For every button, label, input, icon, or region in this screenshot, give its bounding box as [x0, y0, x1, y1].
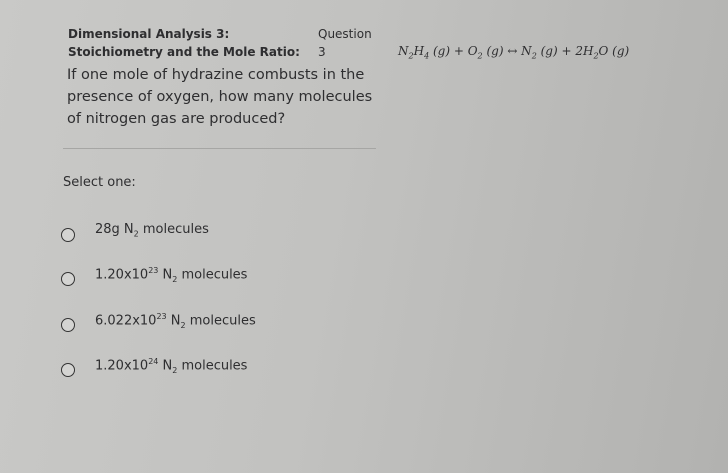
option-label[interactable]: 28g N2 molecules — [95, 222, 209, 239]
option-part: N — [158, 358, 173, 374]
option-part: N — [166, 313, 181, 329]
question-number: 3 — [318, 45, 326, 59]
option-part: molecules — [177, 358, 248, 374]
radio-button[interactable] — [61, 318, 75, 332]
question-label: Question — [318, 27, 372, 41]
subtitle: Stoichiometry and the Mole Ratio: — [68, 45, 300, 59]
option-part: molecules — [138, 222, 209, 237]
equation-part: (g) ↔ N — [482, 44, 532, 58]
equation: N2H4 (g) + O2 (g) ↔ N2 (g) + 2H2O (g) — [398, 44, 629, 60]
question-line: of nitrogen gas are produced? — [67, 111, 286, 127]
option-label[interactable]: 6.022x1023 N2 molecules — [95, 312, 256, 330]
option-part: 23 — [156, 312, 167, 321]
option-label[interactable]: 1.20x1024 N2 molecules — [95, 357, 247, 375]
option-part: 2 — [133, 229, 139, 239]
question-text: If one mole of hydrazine combusts in the… — [67, 64, 372, 130]
radio-button[interactable] — [61, 272, 75, 286]
option-part: 23 — [148, 266, 159, 275]
equation-part: N — [398, 44, 409, 58]
option-part: N — [158, 267, 173, 283]
equation-part: (g) + O — [429, 44, 478, 58]
option-part: 6.022x10 — [95, 313, 157, 329]
equation-part: 2 — [531, 51, 537, 61]
option-part: 2 — [180, 320, 186, 330]
option-part: 1.20x10 — [95, 358, 149, 374]
option-part: 2 — [172, 365, 178, 375]
equation-part: 4 — [424, 51, 430, 61]
divider — [63, 148, 376, 149]
equation-part: 2 — [477, 51, 483, 61]
question-line: If one mole of hydrazine combusts in the — [67, 67, 365, 83]
radio-button[interactable] — [61, 363, 75, 377]
question-line: presence of oxygen, how many molecules — [67, 89, 373, 105]
equation-part: H — [413, 44, 425, 58]
title: Dimensional Analysis 3: — [68, 27, 230, 41]
option-part: molecules — [185, 313, 256, 329]
option-part: 2 — [172, 274, 178, 284]
option-part: 24 — [148, 357, 159, 366]
equation-part: O (g) — [598, 44, 630, 58]
option-part: molecules — [177, 267, 248, 283]
equation-part: 2 — [408, 51, 414, 61]
radio-button[interactable] — [61, 228, 75, 242]
prompt: Select one: — [63, 175, 136, 190]
equation-part: (g) + 2H — [536, 44, 594, 58]
equation-part: 2 — [593, 51, 599, 61]
option-label[interactable]: 1.20x1023 N2 molecules — [95, 266, 247, 284]
option-part: 1.20x10 — [95, 267, 149, 283]
option-part: 28g N — [95, 222, 134, 237]
